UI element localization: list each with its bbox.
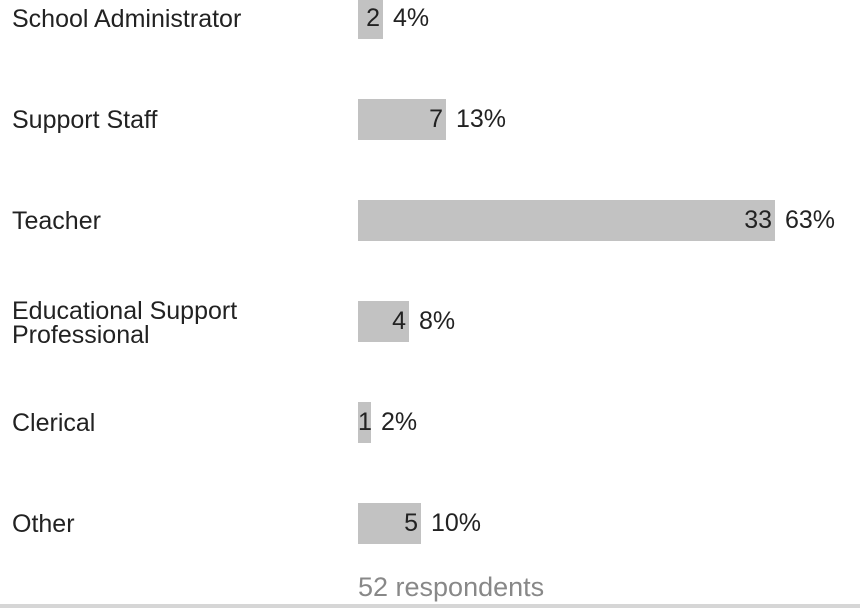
- bar: [358, 200, 775, 241]
- bar-percent-label: 4%: [393, 4, 430, 32]
- bar: [358, 0, 383, 39]
- bar-row-support-staff: Support Staff 7 13%: [0, 99, 860, 140]
- bar-row-other: Other 5 10%: [0, 503, 860, 544]
- bar-percent-label: 2%: [381, 408, 418, 436]
- bar-percent-label: 63%: [785, 206, 836, 234]
- bar-value-label: 7: [429, 105, 443, 133]
- category-label: Support Staff: [12, 106, 158, 134]
- respondent-count: 52 respondents: [358, 572, 545, 602]
- bar: [358, 503, 421, 544]
- category-label: Other: [12, 510, 75, 538]
- bar: [358, 402, 371, 443]
- bar-value-label: 2: [366, 4, 380, 32]
- category-label: Teacher: [12, 207, 101, 235]
- bar-value-label: 33: [744, 206, 772, 234]
- bar-percent-label: 10%: [431, 509, 482, 537]
- category-label: School Administrator: [12, 5, 242, 33]
- bar-percent-label: 13%: [456, 105, 507, 133]
- bar-row-teacher: Teacher 33 63%: [0, 200, 860, 241]
- bar: [358, 99, 446, 140]
- footer-divider: [0, 604, 860, 608]
- bar-row-educational-support-professional: Educational Support Professional 4 8%: [0, 299, 860, 348]
- category-label: Educational Support Professional: [12, 297, 238, 349]
- bar-percent-label: 8%: [419, 307, 456, 335]
- bar-row-clerical: Clerical 1 2%: [0, 402, 860, 443]
- bar-value-label: 1: [358, 408, 372, 436]
- category-label: Clerical: [12, 409, 96, 437]
- bar-value-label: 4: [392, 307, 406, 335]
- bar-value-label: 5: [404, 509, 418, 537]
- bar: [358, 301, 409, 342]
- bar-row-school-administrator: School Administrator 2 4%: [0, 0, 860, 39]
